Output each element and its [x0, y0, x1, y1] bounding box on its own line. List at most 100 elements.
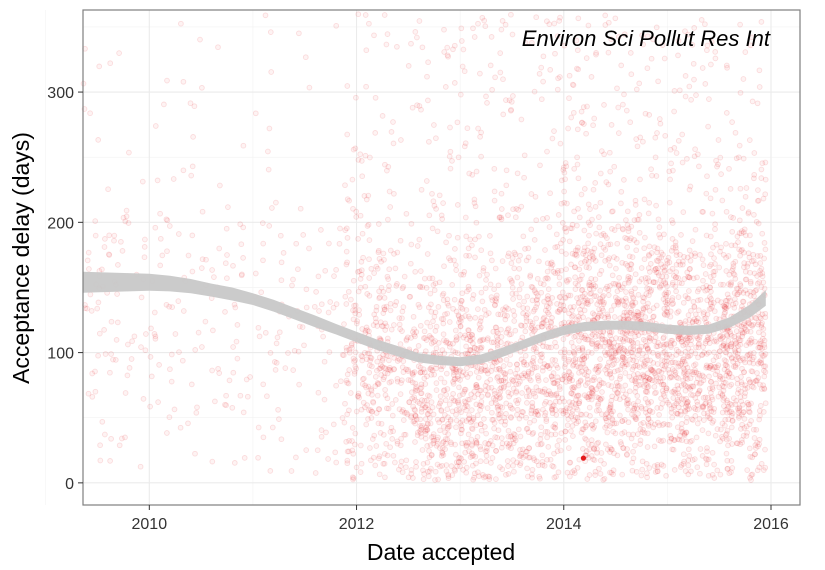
data-point: [412, 413, 419, 419]
data-point: [577, 276, 584, 283]
data-point: [611, 302, 617, 309]
data-point: [504, 326, 511, 333]
data-point: [476, 321, 483, 327]
data-point: [440, 387, 447, 394]
data-point: [626, 373, 633, 380]
data-point: [630, 343, 637, 350]
data-point: [414, 102, 420, 109]
data-point: [508, 260, 515, 267]
data-point: [659, 422, 666, 428]
data-point: [685, 312, 692, 318]
data-point: [622, 260, 629, 267]
data-point: [523, 318, 530, 324]
data-point: [341, 321, 347, 327]
data-point: [632, 271, 639, 278]
data-point: [547, 66, 554, 73]
data-point: [449, 408, 456, 415]
data-point: [682, 375, 689, 382]
data-point: [525, 388, 532, 394]
data-point: [679, 437, 685, 444]
data-point: [125, 220, 132, 226]
data-point: [507, 361, 513, 368]
data-point: [680, 356, 687, 362]
data-point: [199, 84, 205, 91]
data-point: [441, 49, 448, 55]
data-point: [625, 400, 632, 407]
data-point: [525, 368, 532, 375]
data-point: [625, 225, 632, 232]
data-point: [531, 365, 538, 371]
data-point: [105, 186, 111, 193]
data-point: [621, 309, 628, 316]
data-point: [498, 206, 505, 212]
data-point: [759, 386, 765, 392]
data-point: [759, 160, 766, 167]
data-point: [352, 302, 359, 309]
data-point: [376, 406, 383, 413]
data-point: [425, 468, 431, 475]
data-point: [538, 289, 545, 296]
data-point: [410, 403, 416, 410]
data-point: [428, 366, 434, 373]
data-point: [745, 376, 752, 383]
data-point: [311, 303, 318, 310]
data-point: [452, 349, 459, 356]
data-point: [336, 240, 343, 247]
data-point: [655, 352, 662, 359]
data-point: [509, 376, 515, 383]
data-point: [651, 244, 658, 251]
data-point: [495, 406, 502, 413]
data-point: [489, 416, 496, 423]
data-point: [374, 392, 381, 399]
data-point: [582, 382, 589, 388]
data-point: [489, 409, 495, 416]
data-point: [635, 410, 641, 417]
data-point: [360, 399, 367, 406]
data-point: [756, 416, 763, 423]
data-point: [585, 336, 592, 343]
data-point: [716, 384, 723, 391]
data-point: [709, 419, 716, 426]
data-point: [590, 456, 597, 463]
data-point: [633, 136, 640, 142]
data-point: [575, 418, 582, 425]
data-point: [557, 301, 564, 308]
data-point: [514, 406, 521, 413]
data-point: [409, 389, 415, 396]
data-point: [381, 374, 387, 381]
data-point: [350, 277, 357, 284]
data-point: [269, 205, 275, 211]
data-point: [678, 360, 684, 367]
data-point: [366, 328, 372, 335]
data-point: [619, 354, 626, 361]
data-point: [509, 290, 516, 297]
data-point: [664, 300, 671, 306]
data-point: [738, 388, 744, 395]
data-point: [628, 288, 635, 295]
data-point: [462, 399, 469, 406]
data-point: [556, 309, 562, 315]
data-point: [650, 279, 657, 286]
data-point: [457, 420, 464, 426]
data-point: [478, 368, 484, 375]
data-point: [570, 357, 577, 364]
data-point: [548, 320, 555, 326]
data-point: [727, 282, 734, 289]
data-point: [728, 242, 735, 249]
data-point: [682, 93, 689, 100]
data-point: [352, 430, 359, 437]
data-point: [558, 200, 565, 207]
data-point: [526, 445, 532, 452]
data-point: [119, 248, 126, 254]
data-point: [482, 423, 488, 430]
data-point: [480, 268, 487, 274]
data-point: [422, 381, 429, 387]
data-point: [436, 403, 442, 410]
data-point: [437, 393, 444, 400]
data-point: [728, 424, 735, 431]
data-point: [433, 135, 439, 142]
data-point: [757, 267, 763, 274]
data-point: [532, 327, 538, 333]
data-point: [422, 435, 429, 442]
data-point: [675, 137, 682, 144]
